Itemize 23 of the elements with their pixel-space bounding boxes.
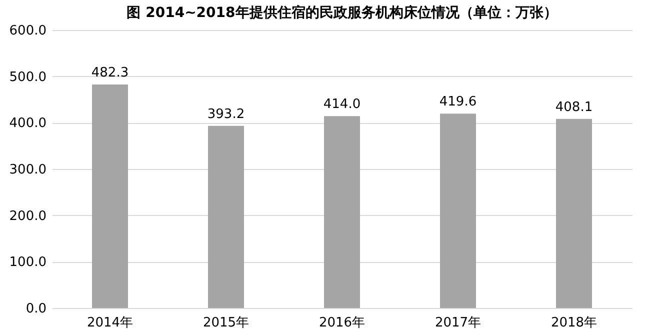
x-tick-label: 2015年 <box>202 316 250 330</box>
bar <box>92 84 128 308</box>
bar <box>440 114 476 308</box>
y-tick-label: 500.0 <box>9 70 46 85</box>
y-tick-label: 200.0 <box>9 208 46 224</box>
x-tick-label: 2016年 <box>318 316 366 330</box>
y-tick-label: 400.0 <box>9 116 46 132</box>
data-label: 482.3 <box>91 66 129 81</box>
bar <box>208 126 244 308</box>
bar <box>324 116 360 308</box>
data-label: 408.1 <box>555 100 593 115</box>
x-tick-label: 2018年 <box>550 316 598 330</box>
bar <box>556 118 592 308</box>
y-tick-label: 100.0 <box>9 255 46 270</box>
x-tick-label: 2017年 <box>434 316 482 330</box>
y-tick-label: 600.0 <box>9 24 46 38</box>
x-tick-label: 2014年 <box>86 316 134 330</box>
data-label: 393.2 <box>207 106 245 122</box>
y-tick-label: 300.0 <box>9 162 46 178</box>
data-label: 419.6 <box>439 94 477 110</box>
y-tick-label: 0.0 <box>26 302 46 316</box>
chart-title: 图 2014~2018年提供住宿的民政服务机构床位情况（单位：万张） <box>126 4 558 21</box>
data-label: 414.0 <box>323 97 361 112</box>
